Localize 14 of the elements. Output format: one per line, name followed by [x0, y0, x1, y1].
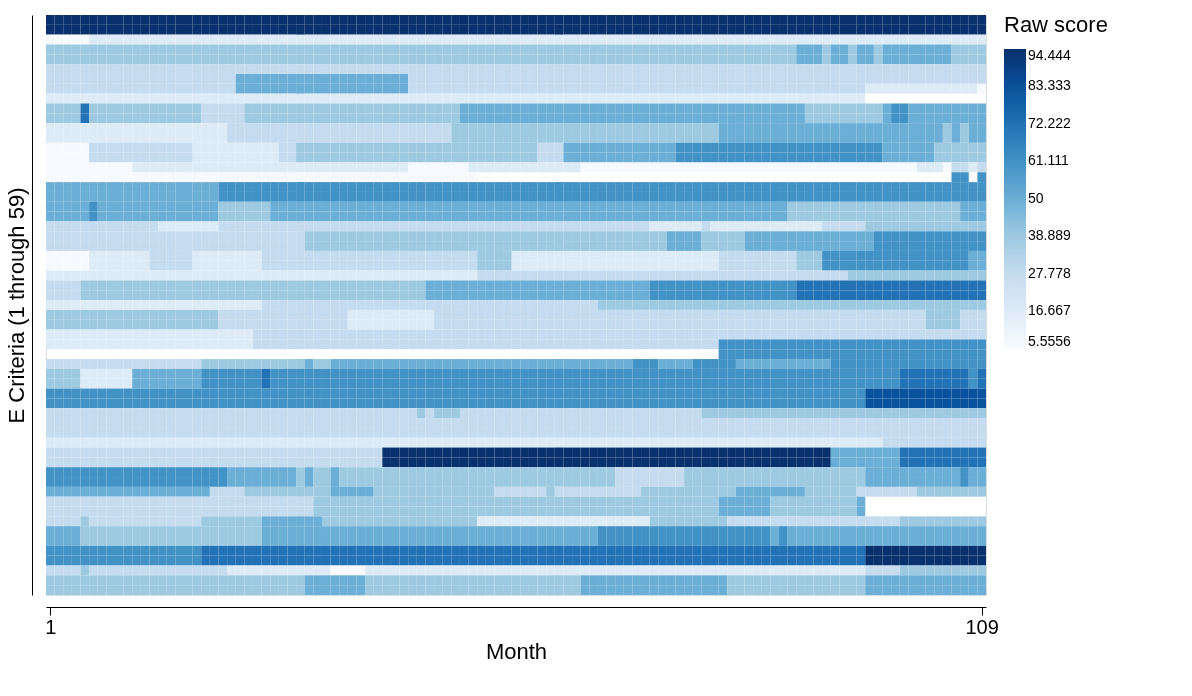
color-bar-label: 72.222: [1028, 115, 1072, 131]
x-tick-label: 109: [965, 615, 999, 638]
color-bar-label: 38.889: [1028, 227, 1072, 244]
legend-title: Raw score: [1004, 12, 1108, 37]
color-bar-label: 61.111: [1028, 152, 1069, 169]
x-axis-title: Month: [485, 638, 548, 664]
color-bar-label: 5.5556: [1028, 333, 1072, 349]
color-bar-label: 83.333: [1028, 77, 1072, 94]
color-bar-label: 94.444: [1028, 47, 1072, 63]
color-bar-label: 27.778: [1028, 265, 1072, 281]
x-tick-label: 1: [45, 615, 57, 638]
color-bar-label: 16.667: [1028, 302, 1072, 319]
color-bar-label: 50: [1028, 190, 1044, 206]
y-axis-title: E Criteria (1 through 59): [3, 187, 29, 424]
